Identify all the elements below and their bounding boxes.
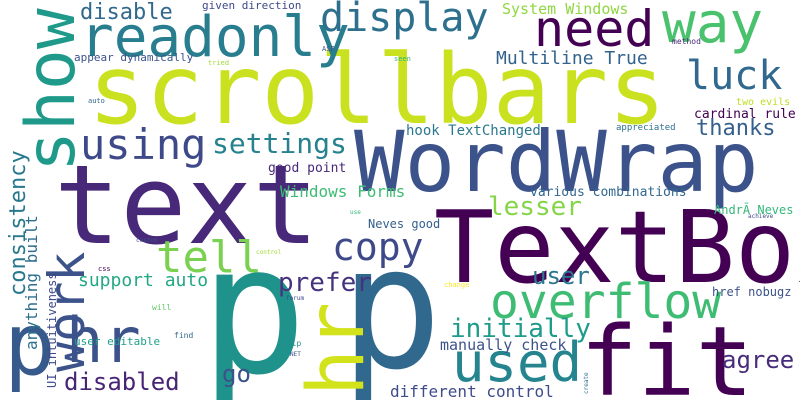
word-text: text [54,141,319,269]
word-use: use [350,209,361,216]
word-net: NET [290,351,301,358]
word-luck: luck [686,53,783,99]
word-hr-vertical: hr [292,302,382,396]
word-way: way [662,0,764,56]
word-achieve: achieve [748,213,774,220]
word-system-windows: System Windows [502,0,629,18]
word-change: change [444,281,470,289]
word-user: user [532,262,590,290]
word-disabled: disabled [64,368,180,396]
word-forum: forum [286,295,305,302]
word-hr: hr [66,304,141,377]
word-help: help [282,339,302,348]
word-fit: fit [580,306,754,400]
word-need: need [534,0,655,58]
word-neves-good: Neves good [368,217,441,231]
word-find: find [174,331,194,340]
word-overflow: overflow [490,274,722,330]
word-will: will [152,303,172,312]
word-multiline-true: Multiline True [496,48,648,69]
word-initially: initially [450,314,591,344]
word-two-evils: two evils [736,97,791,108]
word-settings: settings [212,127,347,160]
word-andre-neves: AndrÃ Neves [714,203,794,217]
word-cardinal-rule: cardinal rule [694,107,796,122]
word-used: used [452,331,583,394]
word-tried: tried [208,59,230,67]
word-readonly: readonly [80,5,350,70]
word-anything-built: anything built [22,215,41,350]
word-p: p [4,295,56,395]
word-hook-textchanged: hook TextChanged [406,123,541,139]
word-ui-intuitiveness: UI intuitiveness [45,272,59,388]
word-user-editable: user editable [74,335,161,348]
word-create: create [583,372,590,394]
word-textbox: TextBox [434,189,800,306]
word-agree: agree [722,346,795,374]
word-asp: ASP [322,45,335,53]
word-method: method [672,37,701,46]
word-various-combinations: various combinations [530,185,687,200]
word-different-control: different control [390,382,554,400]
word-thanks: thanks [696,116,776,141]
word-lesser: lesser [488,192,582,222]
word-show: show [12,8,91,172]
word-auto: auto [88,97,105,105]
word-p: p [200,207,308,400]
word-support-auto: support auto [78,270,209,291]
word-good-point: good point [268,161,347,176]
word-copy: copy [332,225,424,269]
word-css: css [98,265,111,273]
word-prefer: prefer [278,268,372,298]
word-control: control [256,249,282,256]
word-appear-dynamically: appear dynamically [74,51,194,64]
word-p: p [340,210,443,400]
word-appreciated: appreciated [616,123,676,133]
word-go: go [222,360,251,388]
word-custom: custom [136,237,158,244]
word-wordwrap: WordWrap [354,113,759,211]
word-display: display [320,0,489,41]
word-href-nobugz: href nobugz [712,285,792,299]
word-given-direction: given direction [202,0,302,12]
word-using: using [80,120,207,169]
word-tell: tell [156,232,262,283]
word-manually-check: manually check [440,336,567,354]
word-seen: seen [394,55,411,63]
word-windows-forms: Windows Forms [280,182,406,201]
word-scrollbars: scrollbars [88,34,666,146]
word-disable: disable [80,0,173,25]
